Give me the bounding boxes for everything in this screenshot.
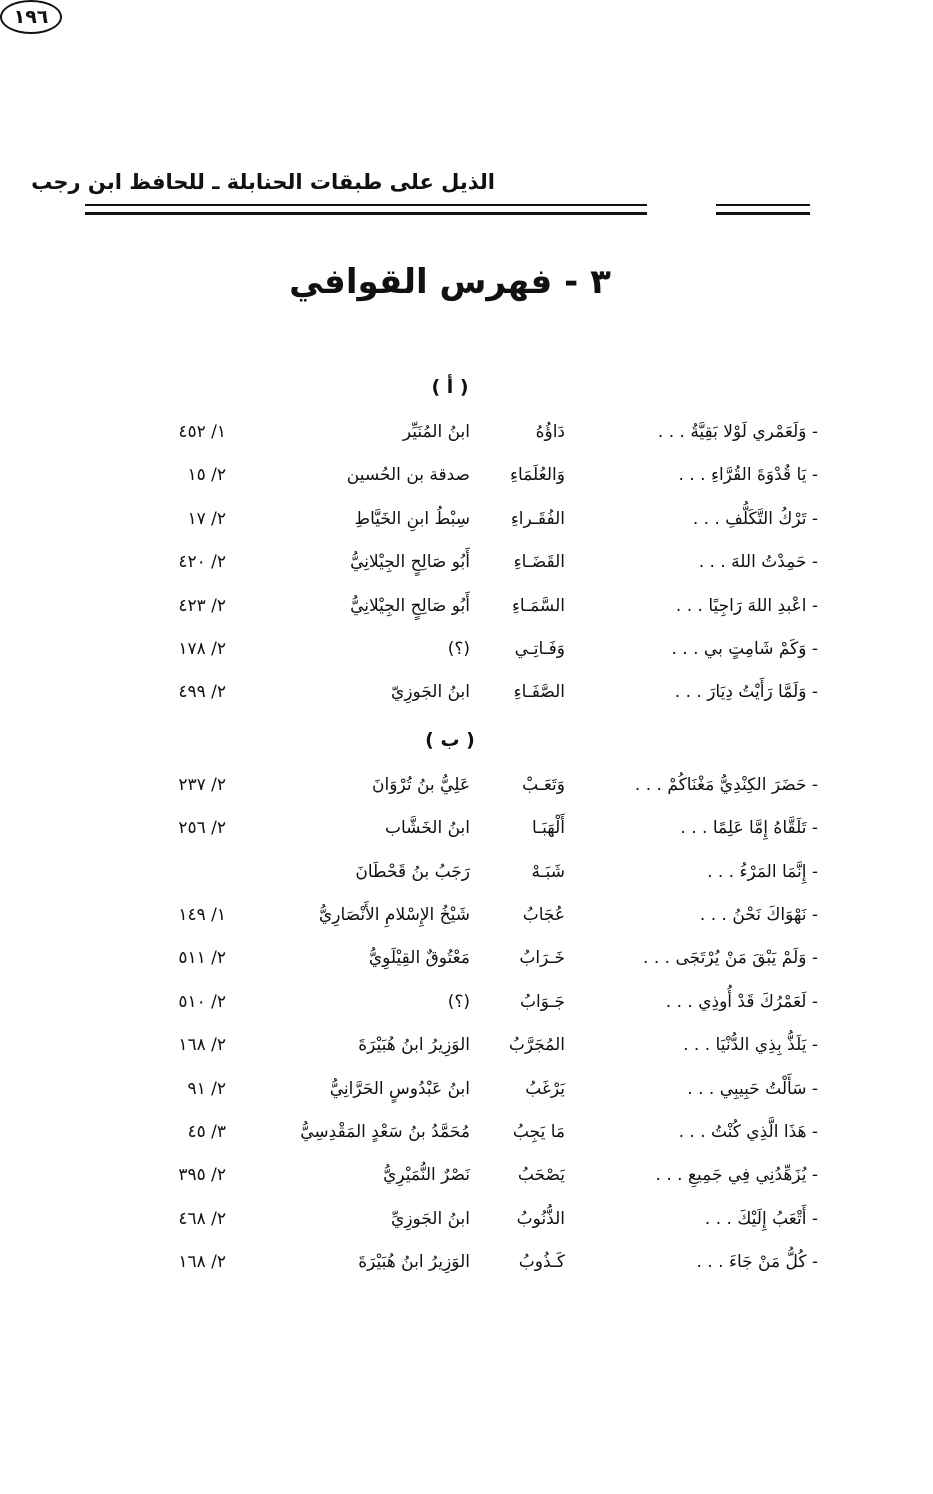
rhyme: السَّمَـاءِ [511, 595, 565, 616]
poet: ابنُ الخَشَّاب [384, 818, 470, 839]
verse: - وَلَمْ يَبْقَ مَنْ يُرْتَجَى . . . [643, 948, 818, 969]
reference: ٢/ ٥١١ [178, 948, 226, 969]
page-number: ١٩٦ [0, 0, 62, 34]
verse: - تَرْكُ التَّكَلُّفِ . . . [692, 508, 818, 529]
rhyme: المُجَرَّبُ [508, 1035, 565, 1056]
verse: - حَمِدْتُ اللهَ . . . [698, 552, 818, 573]
reference: ٢/ ١٦٨ [178, 1035, 226, 1056]
poet: سِبْطُ ابنِ الخَيَّاطِ [354, 508, 470, 529]
rhyme: عُجَابُ [522, 905, 565, 925]
poet: ابنُ عَبْدُوسٍ الحَرَّانِيُّ [329, 1078, 470, 1099]
reference: ٢/ ٣٩٥ [178, 1165, 226, 1186]
verse: - نَهْوَاكَ نَحْنُ . . . [699, 905, 818, 925]
rhyme: جَـوَابُ [520, 991, 565, 1012]
poet: رَجَبُ بنُ قَحْطَانَ [355, 861, 470, 882]
poet: مَعْتُوقٌ القِيْلَوِيُّ [368, 948, 470, 969]
rhyme: يَرْغَبُ [525, 1078, 565, 1099]
rhyme: خَـرَابُ [519, 948, 565, 969]
rhyme: الذُّنُوبُ [516, 1208, 565, 1229]
rhyme: وَالعُلَمَاءِ [510, 465, 565, 486]
rhyme: وَفَـاتِـي [514, 639, 565, 659]
rule [85, 212, 647, 215]
reference: ٢/ ١٥ [187, 465, 226, 486]
verse: - كُلُّ مَنْ جَاءَ . . . [696, 1252, 818, 1273]
verse: - لَعَمْرُكَ قَدْ أُوذِي . . . [665, 991, 818, 1012]
reference: ٢/ ١٧٨ [178, 639, 226, 659]
verse: - يَا قُدْوَةَ القُرَّاءِ . . . [678, 465, 818, 486]
rhyme: مَا يَجِبُ [512, 1122, 565, 1142]
verse: - وَلَعَمْري لَوْلا بَقِيَّةُ . . . [657, 422, 818, 442]
reference: ٢/ ٤٢٠ [178, 552, 226, 573]
reference: ٢/ ٥١٠ [178, 991, 226, 1012]
rhyme: الفُقَـراءِ [510, 508, 565, 529]
verse: - يَلَذُّ بِذِي الدُّنْيَا . . . [683, 1035, 818, 1056]
reference: ١/ ١٤٩ [178, 905, 226, 925]
poet: ابنُ الجَوزِيِّ [391, 1208, 470, 1229]
verse: - وَكَمْ شَامِتٍ بي . . . [671, 639, 818, 659]
rhyme: القَضَـاءِ [513, 552, 565, 573]
verse: - تَلَقَّاهُ إِمَّا عَلِمًا . . . [680, 818, 818, 839]
poet: (؟) [447, 639, 470, 659]
rhyme: الصَّفَـاءِ [513, 682, 565, 703]
group-letter: ( ب ) [425, 728, 475, 751]
verse: - يُزَهِّدُنِي فِي جَمِيعِ . . . [655, 1165, 818, 1186]
poet: عَلِيُّ بنُ تُرْوَانَ [372, 774, 470, 795]
rule [716, 204, 810, 206]
verse: - أَتْعَبُ إِلَيْكَ . . . [704, 1208, 818, 1229]
poet: الوَزِيرُ ابنُ هُبَيْرَةَ [358, 1035, 470, 1056]
reference: ٢/ ٤٩٩ [178, 682, 226, 703]
running-header: الذيل على طبقات الحنابلة ـ للحافظ ابن رج… [31, 170, 495, 194]
poet: ابنُ الجَوزِيّ [391, 682, 470, 703]
verse: - إِنَّمَا المَرْءُ . . . [707, 861, 818, 882]
poet: مُحَمَّدُ بنُ سَعْدٍ المَقْدِسِيُّ [300, 1122, 470, 1142]
rhyme: كَـذُوبُ [518, 1252, 565, 1273]
poet: ابنُ المُنَيِّر [402, 422, 470, 442]
poet: أَبُو صَالِحٍ الجِيْلانِيُّ [350, 595, 470, 616]
verse: - سَأَلْتُ حَبِيبِي . . . [687, 1078, 818, 1099]
poet: نَصْرٌ النُّمَيْرِيُّ [383, 1165, 470, 1186]
reference: ٢/ ٩١ [187, 1078, 226, 1099]
poet: (؟) [447, 991, 470, 1012]
section-title: ٣ - فهرس القوافي [289, 262, 611, 302]
rhyme: دَاؤُهُ [535, 422, 565, 442]
verse: - وَلَمَّا رَأَيْتُ دِيَارَ . . . [674, 682, 818, 703]
rhyme: شَبَـهْ [531, 861, 565, 882]
poet: صدقة بن الحُسين [346, 465, 470, 486]
verse: - اعْبدِ اللهَ رَاجِيًا . . . [675, 595, 818, 616]
poet: شَيْخُ الإِسْلامِ الأَنْصَارِيُّ [318, 905, 470, 925]
reference: ٢/ ١٦٨ [178, 1252, 226, 1273]
reference: ٢/ ٤٢٣ [178, 595, 226, 616]
reference: ١/ ٤٥٢ [178, 422, 226, 442]
verse: - حَضَرَ الكِنْدِيُّ مَغْنَاكُمْ . . . [634, 774, 818, 795]
rule [716, 212, 810, 215]
rhyme: أَلْهَبَـا [531, 818, 565, 839]
reference: ٢/ ٢٥٦ [178, 818, 226, 839]
group-letter: ( أ ) [431, 376, 469, 398]
reference: ٢/ ٢٣٧ [178, 774, 226, 795]
reference: ٢/ ١٧ [187, 508, 226, 529]
poet: الوَزِيرُ ابنُ هُبَيْرَةَ [358, 1252, 470, 1273]
rhyme: وَتَعَـبْ [522, 774, 565, 795]
rule [85, 204, 647, 206]
rhyme: يَصْحَبُ [517, 1165, 565, 1186]
reference: ٣/ ٤٥ [187, 1122, 226, 1142]
verse: - هَذَا الَّذِي كُنْتُ . . . [678, 1122, 818, 1142]
poet: أَبُو صَالِحٍ الجِيْلانِيُّ [350, 552, 470, 573]
reference: ٢/ ٤٦٨ [178, 1208, 226, 1229]
